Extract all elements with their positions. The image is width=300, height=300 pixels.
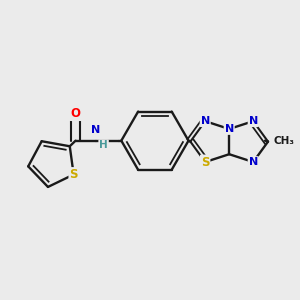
Text: N: N: [249, 116, 258, 126]
Text: CH₃: CH₃: [273, 136, 294, 146]
Text: N: N: [92, 125, 101, 135]
Text: O: O: [70, 107, 81, 120]
Text: S: S: [69, 168, 78, 181]
Text: N: N: [225, 124, 234, 134]
Text: N: N: [201, 116, 210, 126]
Text: S: S: [201, 155, 209, 169]
Text: H: H: [99, 140, 108, 150]
Text: N: N: [249, 157, 258, 167]
